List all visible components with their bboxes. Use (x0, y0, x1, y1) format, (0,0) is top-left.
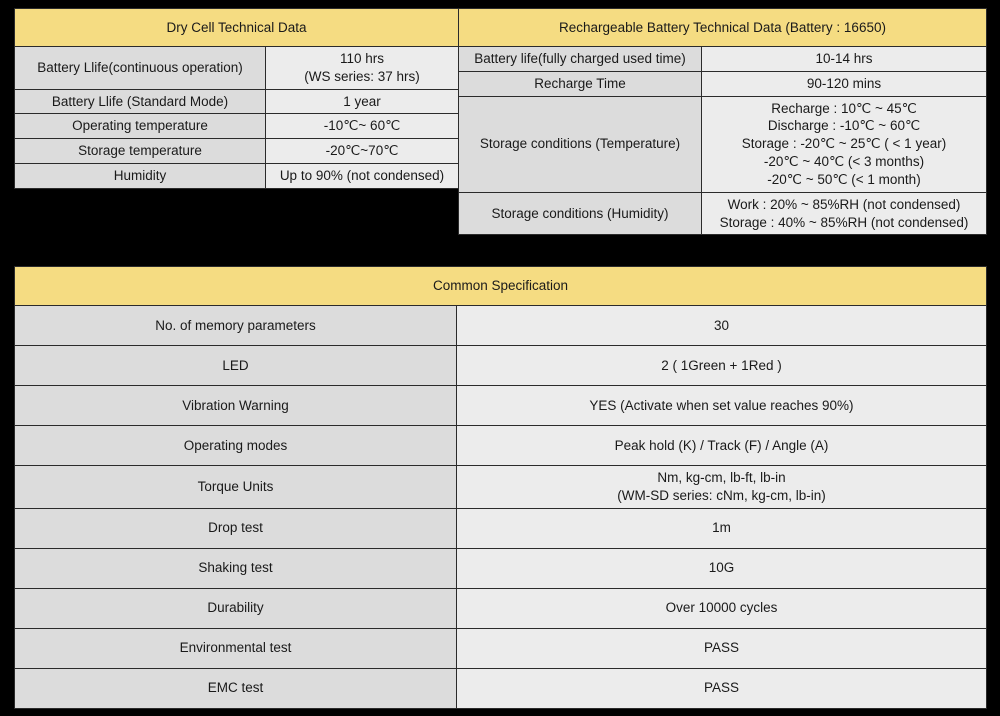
row-value: Recharge : 10℃ ~ 45℃ Discharge : -10℃ ~ … (701, 95, 987, 193)
row-value: Peak hold (K) / Track (F) / Angle (A) (456, 425, 987, 466)
row-label: Battery Llife (Standard Mode) (14, 88, 266, 115)
table-header-row: Dry Cell Technical Data (14, 8, 459, 47)
row-value: 10G (456, 547, 987, 589)
table-row: Storage temperature -20℃~70℃ (14, 138, 459, 165)
row-value: Up to 90% (not condensed) (265, 163, 459, 189)
row-value: 30 (456, 305, 987, 346)
row-label: Torque Units (14, 465, 457, 509)
row-value: Work : 20% ~ 85%RH (not condensed) Stora… (701, 191, 987, 236)
row-value: Nm, kg-cm, lb-ft, lb-in (WM-SD series: c… (456, 465, 987, 509)
table-row: Battery life(fully charged used time) 10… (458, 46, 987, 72)
row-label: Environmental test (14, 627, 457, 669)
row-label: Storage conditions (Humidity) (458, 191, 702, 236)
row-label: Storage temperature (14, 138, 266, 165)
row-label: Durability (14, 587, 457, 629)
table-row: Storage conditions (Humidity) Work : 20%… (458, 191, 987, 236)
row-label: Shaking test (14, 547, 457, 589)
row-value: 90-120 mins (701, 70, 987, 97)
table-row: Environmental test PASS (14, 627, 987, 669)
table-row: Shaking test 10G (14, 547, 987, 589)
rechargeable-battery-technical-data-table: Rechargeable Battery Technical Data (Bat… (458, 8, 987, 236)
table-row: Battery Llife(continuous operation) 110 … (14, 46, 459, 90)
table-row: Torque Units Nm, kg-cm, lb-ft, lb-in (WM… (14, 465, 987, 509)
row-label: Operating modes (14, 425, 457, 466)
row-value: Over 10000 cycles (456, 587, 987, 629)
row-value: 110 hrs (WS series: 37 hrs) (265, 46, 459, 90)
table-row: Operating temperature -10℃~ 60℃ (14, 113, 459, 140)
row-label: Vibration Warning (14, 385, 457, 426)
table-row: Operating modes Peak hold (K) / Track (F… (14, 425, 987, 466)
table-row: Vibration Warning YES (Activate when set… (14, 385, 987, 426)
row-value: PASS (456, 627, 987, 669)
row-label: Operating temperature (14, 113, 266, 140)
table-row: Drop test 1m (14, 507, 987, 549)
dry-cell-technical-data-table: Dry Cell Technical Data Battery Llife(co… (14, 8, 459, 189)
table-row: Battery Llife (Standard Mode) 1 year (14, 88, 459, 115)
row-label: Drop test (14, 507, 457, 549)
row-value: YES (Activate when set value reaches 90%… (456, 385, 987, 426)
row-label: LED (14, 345, 457, 386)
row-value: -10℃~ 60℃ (265, 113, 459, 140)
common-specification-table: Common Specification No. of memory param… (14, 266, 987, 709)
row-label: Storage conditions (Temperature) (458, 95, 702, 193)
table-row: Storage conditions (Temperature) Recharg… (458, 95, 987, 193)
row-value: 10-14 hrs (701, 46, 987, 72)
table-row: EMC test PASS (14, 667, 987, 709)
common-spec-table-title: Common Specification (14, 266, 987, 306)
table-header-row: Common Specification (14, 266, 987, 306)
row-value: PASS (456, 667, 987, 709)
table-row: LED 2 ( 1Green + 1Red ) (14, 345, 987, 386)
row-label: Battery Llife(continuous operation) (14, 46, 266, 90)
row-label: Recharge Time (458, 70, 702, 97)
table-row: No. of memory parameters 30 (14, 305, 987, 346)
table-row: Humidity Up to 90% (not condensed) (14, 163, 459, 189)
row-value: 1 year (265, 88, 459, 115)
table-header-row: Rechargeable Battery Technical Data (Bat… (458, 8, 987, 47)
row-label: Battery life(fully charged used time) (458, 46, 702, 72)
row-label: EMC test (14, 667, 457, 709)
dry-cell-table-title: Dry Cell Technical Data (14, 8, 459, 47)
row-value: 2 ( 1Green + 1Red ) (456, 345, 987, 386)
row-value: -20℃~70℃ (265, 138, 459, 165)
row-label: Humidity (14, 163, 266, 189)
table-row: Durability Over 10000 cycles (14, 587, 987, 629)
row-value: 1m (456, 507, 987, 549)
table-row: Recharge Time 90-120 mins (458, 70, 987, 97)
rechargeable-table-title: Rechargeable Battery Technical Data (Bat… (458, 8, 987, 47)
row-label: No. of memory parameters (14, 305, 457, 346)
